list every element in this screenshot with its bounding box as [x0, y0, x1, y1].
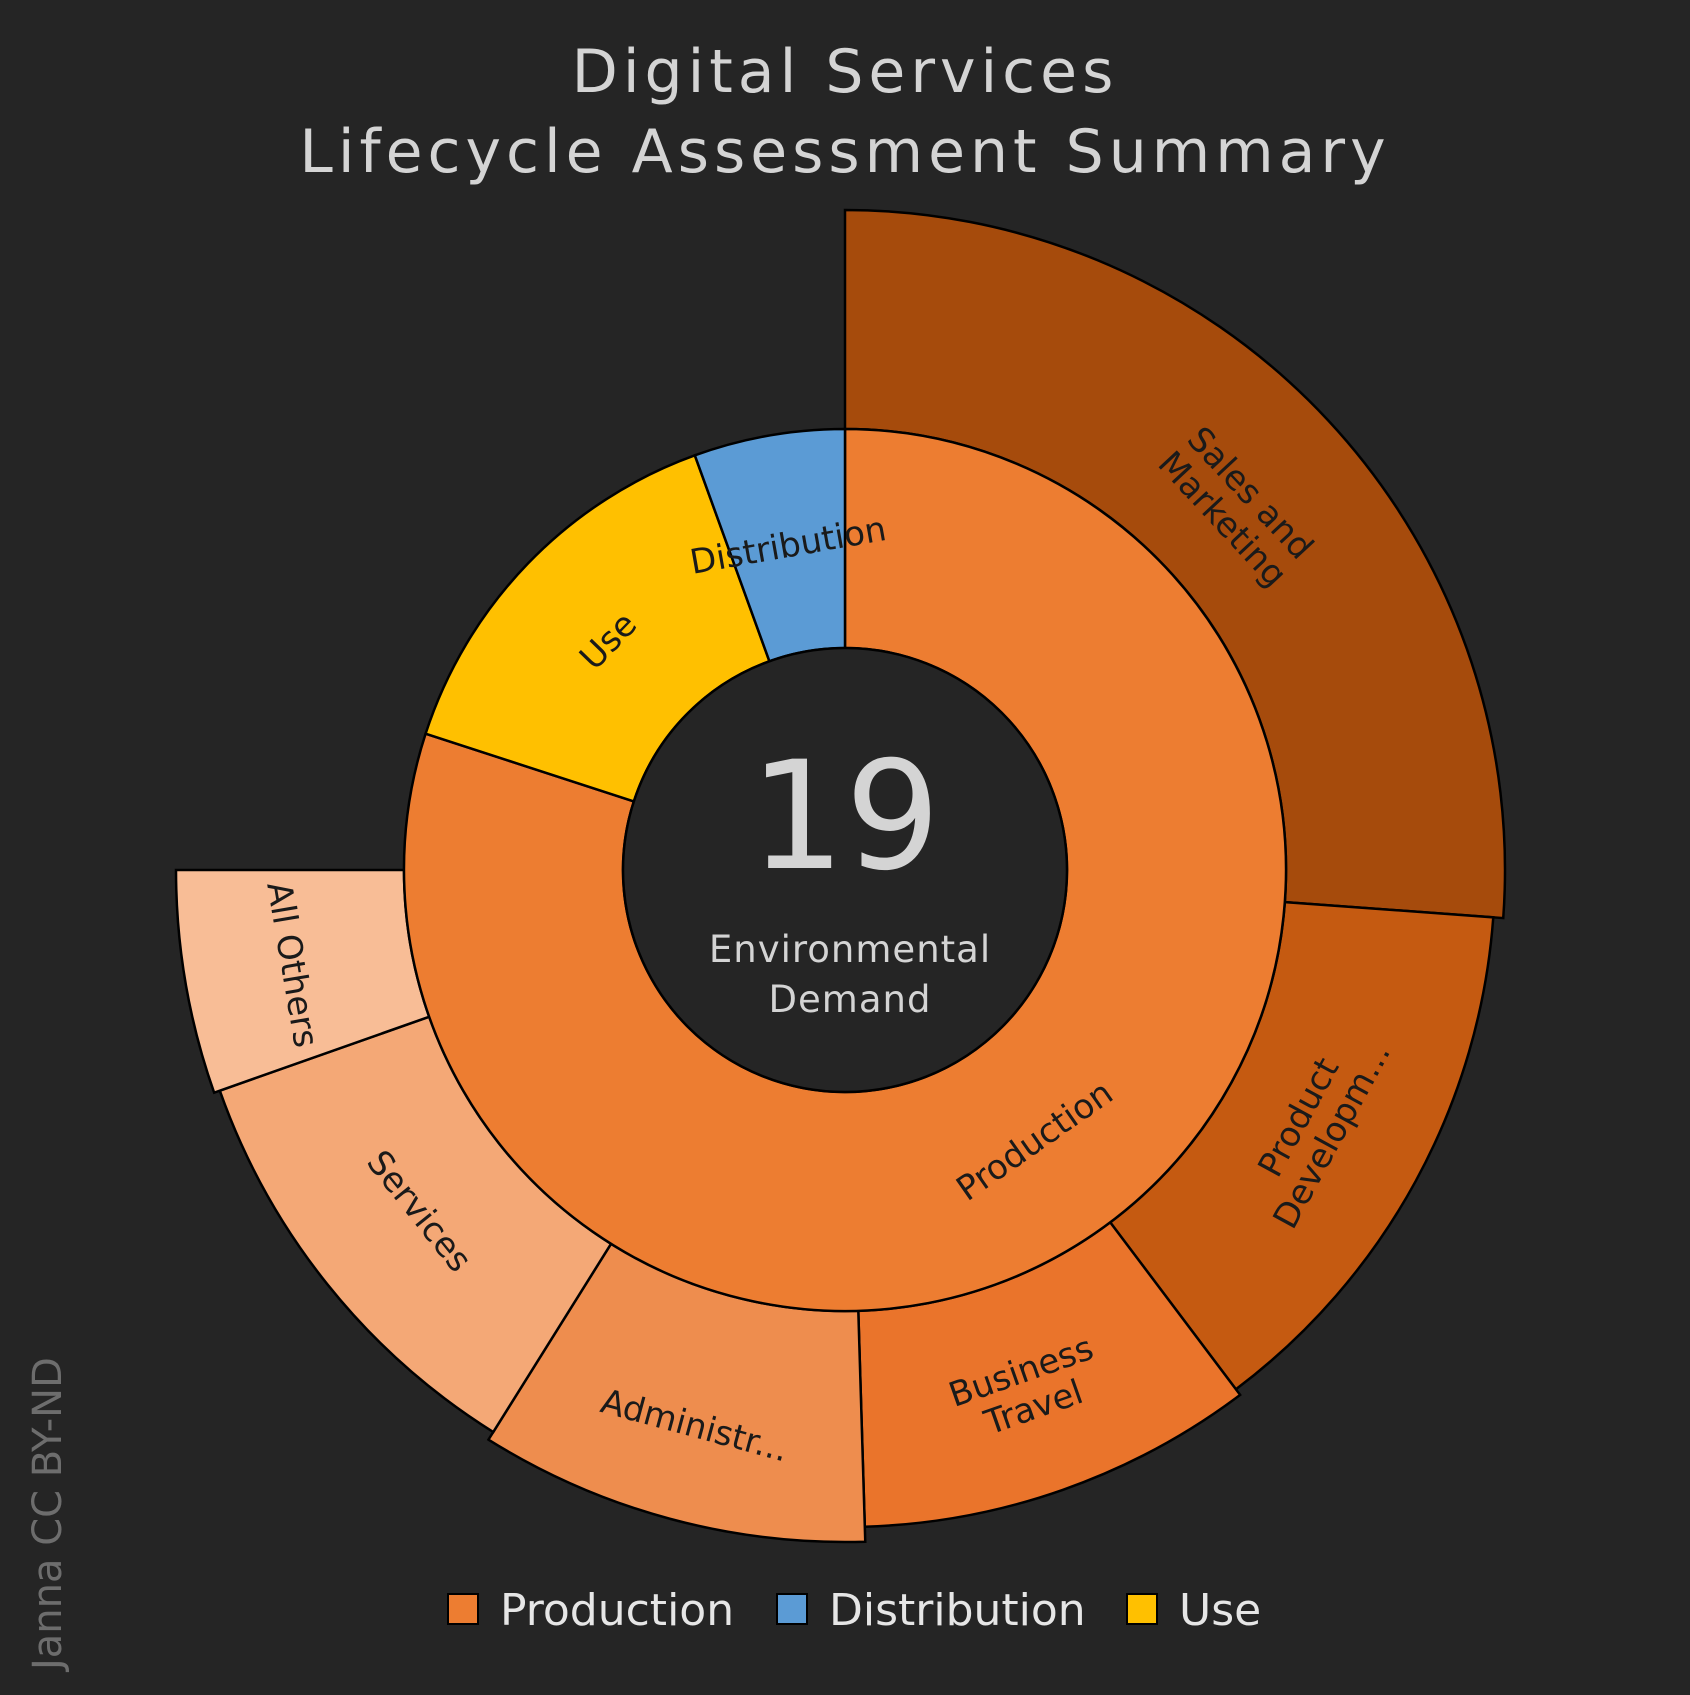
legend-label-use: Use [1179, 1585, 1261, 1636]
chart-title-line-1: Digital Services [572, 37, 1119, 107]
chart-title-line-2: Lifecycle Assessment Summary [299, 117, 1390, 187]
center-value: 19 [750, 730, 941, 904]
center-hub: 19 Environmental Demand [621, 646, 1069, 1094]
credit-text: Janna CC BY-ND [25, 1357, 71, 1673]
center-label-line-1: Environmental [709, 928, 991, 971]
center-label-line-2: Demand [769, 978, 932, 1021]
legend-label-distribution: Distribution [829, 1585, 1086, 1636]
legend-swatch-use [1126, 1593, 1158, 1625]
legend-label-production: Production [500, 1585, 734, 1636]
chart-title: Digital Services Lifecycle Assessment Su… [299, 37, 1390, 187]
legend: Production Distribution Use [447, 1585, 1261, 1636]
legend-swatch-distribution [776, 1593, 808, 1625]
center-circle [621, 646, 1069, 1094]
legend-swatch-production [447, 1593, 479, 1625]
